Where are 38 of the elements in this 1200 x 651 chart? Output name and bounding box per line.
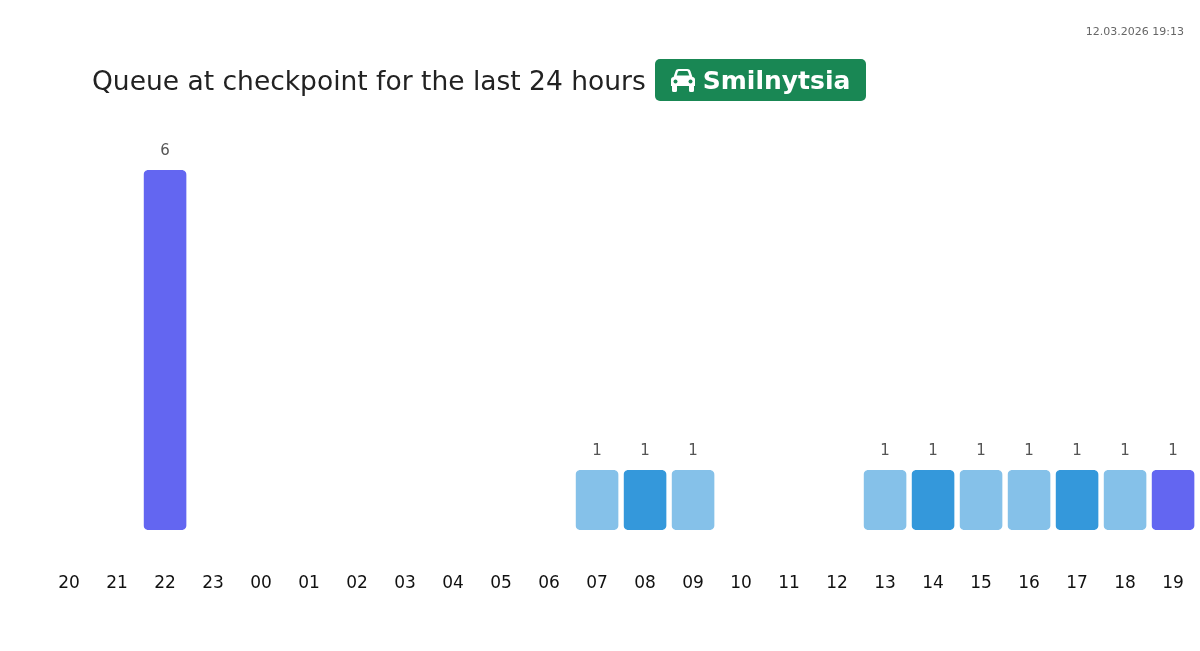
x-tick-label: 03 xyxy=(394,571,416,592)
x-tick-label: 02 xyxy=(346,571,368,592)
x-tick-label: 12 xyxy=(826,571,848,592)
data-label: 1 xyxy=(928,441,938,459)
data-label: 1 xyxy=(1168,441,1178,459)
data-label: 1 xyxy=(688,441,698,459)
data-label: 1 xyxy=(1024,441,1034,459)
data-label: 6 xyxy=(160,141,170,159)
text: 12.03.2026 19:13 xyxy=(1085,25,1184,38)
chart-subtitle: Smilnytsia xyxy=(702,65,851,95)
x-tick-label: 22 xyxy=(154,571,176,592)
x-tick-label: 05 xyxy=(490,571,512,592)
x-tick-label: 23 xyxy=(202,571,224,592)
x-tick-label: 04 xyxy=(442,571,464,592)
x-tick-label: 18 xyxy=(1114,571,1136,592)
x-tick-label: 09 xyxy=(682,571,704,592)
data-label: 1 xyxy=(1120,441,1130,459)
x-tick-label: 13 xyxy=(874,571,896,592)
x-tick-label: 20 xyxy=(58,571,80,592)
chart-title: Queue at checkpoint for the last 24 hours xyxy=(92,64,646,96)
x-tick-label: 06 xyxy=(538,571,560,592)
data-label: 1 xyxy=(1072,441,1082,459)
x-tick-label: 19 xyxy=(1162,571,1184,592)
data-label: 1 xyxy=(880,441,890,459)
x-tick-label: 07 xyxy=(586,571,608,592)
data-label: 1 xyxy=(640,441,650,459)
data-label: 1 xyxy=(976,441,986,459)
x-tick-label: 11 xyxy=(778,571,800,592)
x-tick-label: 14 xyxy=(922,571,944,592)
data-label: 1 xyxy=(592,441,602,459)
x-tick-label: 21 xyxy=(106,571,128,592)
x-tick-label: 10 xyxy=(730,571,752,592)
x-tick-label: 16 xyxy=(1018,571,1040,592)
x-tick-label: 01 xyxy=(298,571,320,592)
x-tick-label: 08 xyxy=(634,571,656,592)
x-tick-label: 15 xyxy=(970,571,992,592)
x-tick-label: 00 xyxy=(250,571,272,592)
x-tick-label: 17 xyxy=(1066,571,1088,592)
